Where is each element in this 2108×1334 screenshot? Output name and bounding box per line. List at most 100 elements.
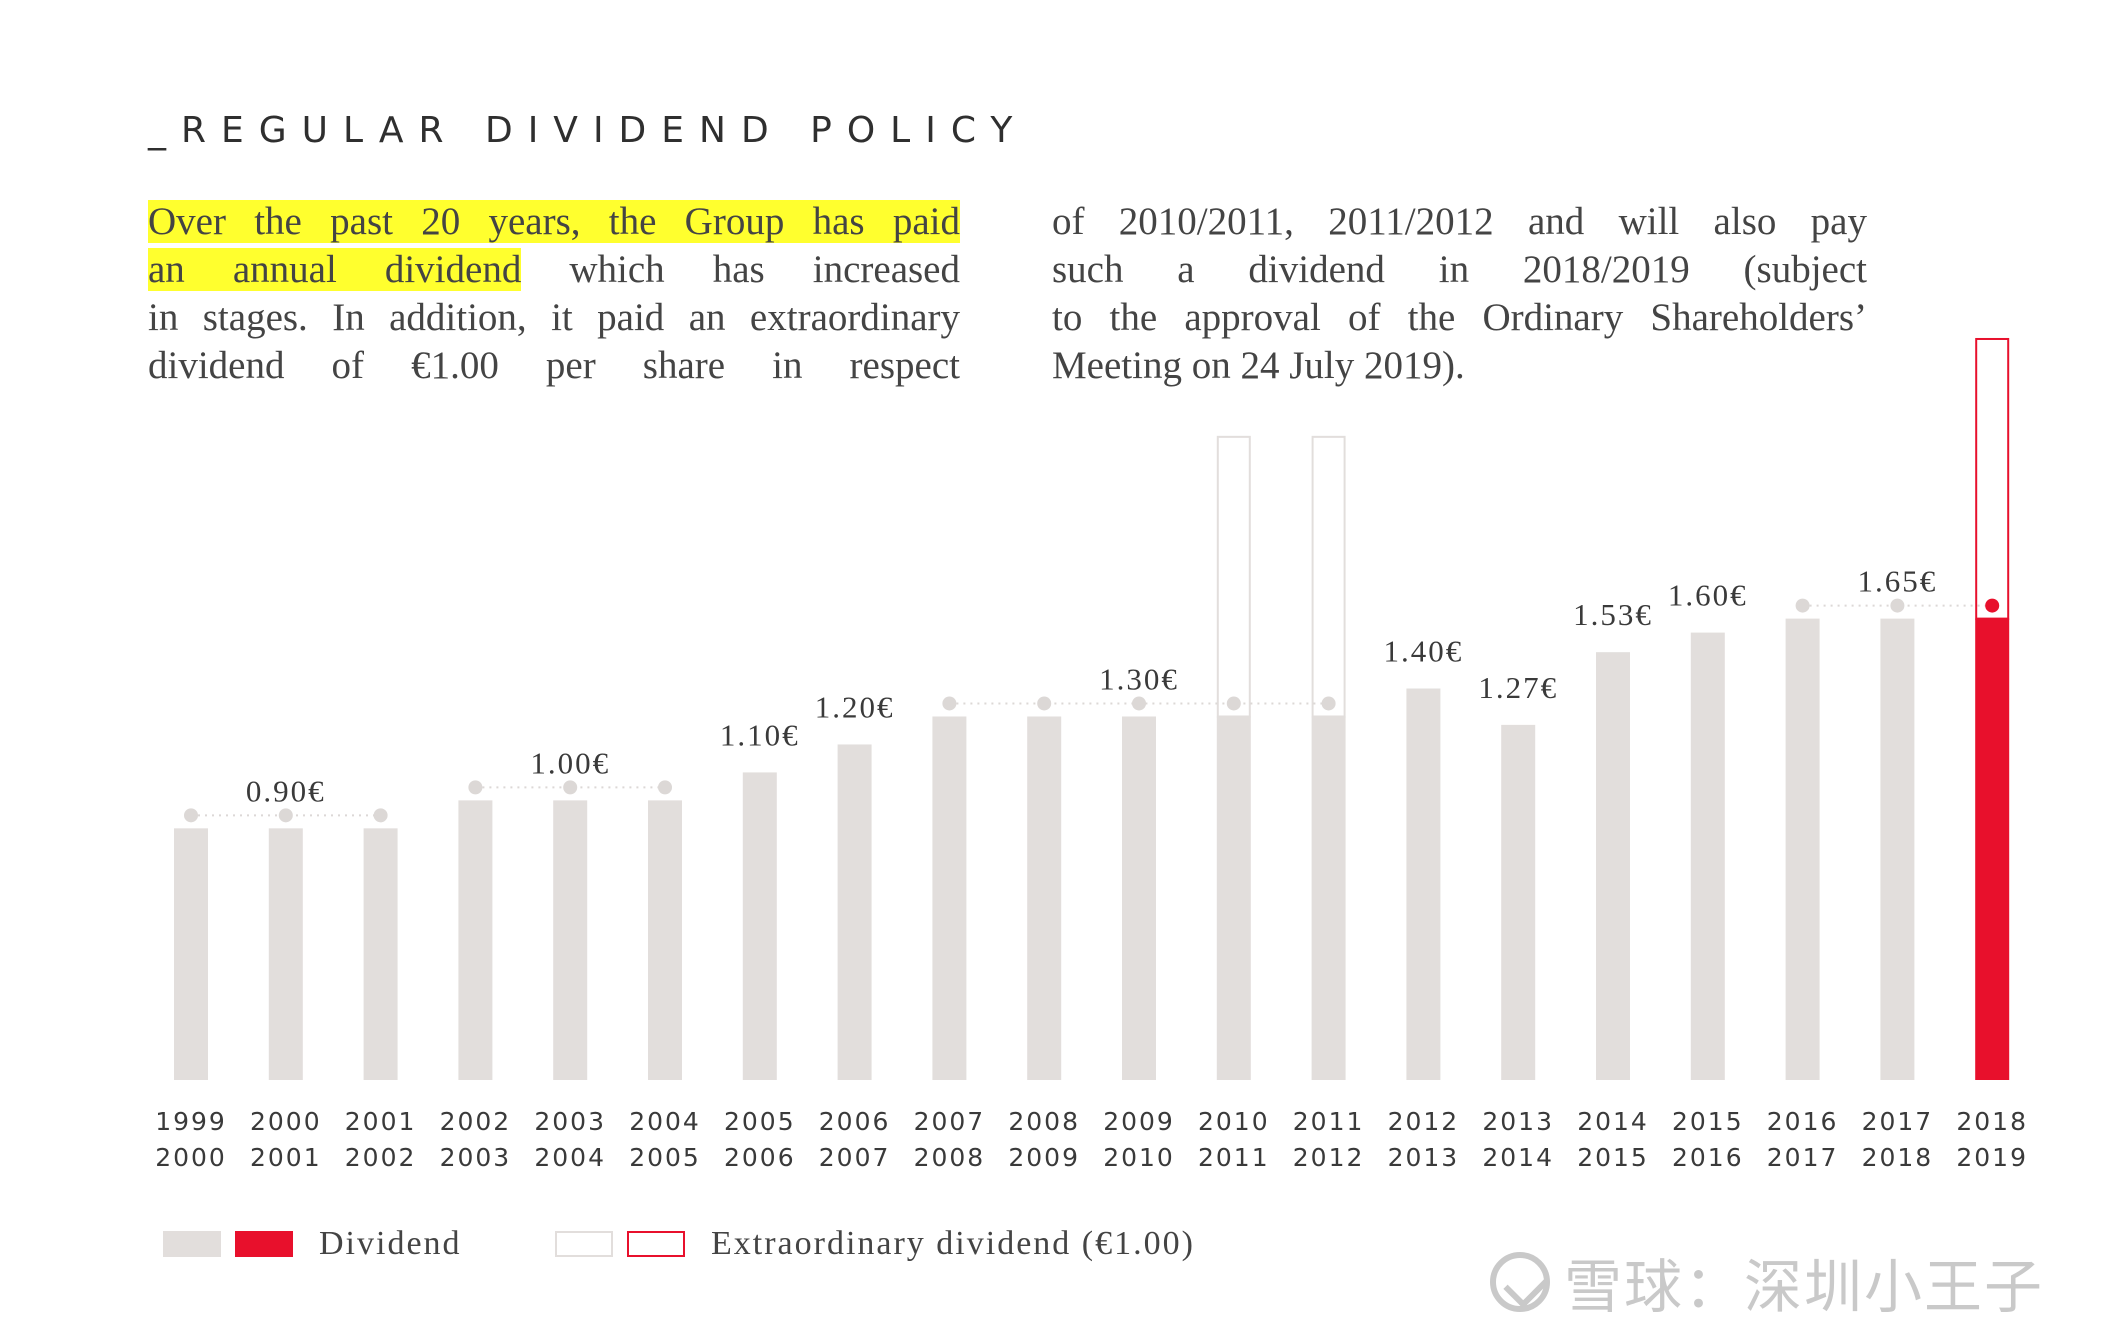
value-label-0: 0.90€	[246, 773, 326, 808]
tick-label-2011-2012-1: 2011	[1293, 1107, 1365, 1136]
tick-label-2007-2008-1: 2007	[914, 1107, 986, 1136]
legend-swatch-outline-red	[627, 1231, 685, 1257]
dividend-bar-2016-2017	[1785, 618, 1820, 1080]
legend-dividend: Dividend	[163, 1224, 462, 1264]
dividend-bar-1999-2000	[174, 828, 208, 1080]
tick-label-2007-2008-2: 2008	[914, 1143, 986, 1172]
tick-label-2012-2013-2: 2013	[1388, 1143, 1460, 1172]
intro-line-3: in stages. In addition, it paid an extra…	[148, 296, 960, 339]
tick-label-2015-2016-2: 2016	[1672, 1143, 1744, 1172]
tick-label-2016-2017-2: 2017	[1767, 1143, 1839, 1172]
dividend-bar-2015-2016	[1690, 632, 1725, 1080]
tick-label-2003-2004-2: 2004	[534, 1143, 606, 1172]
dividend-bar-2013-2014	[1501, 724, 1536, 1080]
value-dot-2000-2001	[278, 808, 293, 823]
value-label-3: 1.20€	[815, 689, 895, 724]
dividend-bar-2005-2006	[742, 772, 777, 1080]
value-label-7: 1.53€	[1573, 597, 1653, 632]
tick-label-2018-2019-2: 2019	[1956, 1143, 2028, 1172]
value-label-1: 1.00€	[530, 745, 610, 780]
dividend-bar-2001-2002	[363, 828, 398, 1080]
tick-label-2000-2001-2: 2001	[250, 1143, 322, 1172]
value-dot-2008-2009	[1037, 696, 1052, 711]
value-label-9: 1.65€	[1858, 564, 1938, 599]
dividend-bar-2004-2005	[648, 800, 682, 1080]
tick-label-2005-2006-1: 2005	[724, 1107, 796, 1136]
tick-label-2005-2006-2: 2006	[724, 1143, 796, 1172]
dividend-bar-2012-2013	[1406, 688, 1441, 1080]
tick-label-2004-2005-1: 2004	[629, 1107, 701, 1136]
dividend-bar-2006-2007	[837, 744, 872, 1080]
dividend-bar-2008-2009	[1027, 716, 1062, 1080]
value-label-8: 1.60€	[1668, 578, 1748, 613]
legend-swatch-grey	[163, 1231, 221, 1257]
tick-label-2017-2018-1: 2017	[1862, 1107, 1934, 1136]
intro-line-4: dividend of €1.00 per share in respect	[148, 344, 960, 387]
tick-label-2008-2009-1: 2008	[1008, 1107, 1080, 1136]
value-label-2: 1.10€	[720, 717, 800, 752]
tick-label-2001-2002-1: 2001	[345, 1107, 417, 1136]
tick-label-2009-2010-1: 2009	[1103, 1107, 1175, 1136]
legend-extraordinary-label: Extraordinary dividend (€1.00)	[711, 1225, 1195, 1262]
intro-right-line-3: to the approval of the Ordinary Sharehol…	[1052, 296, 1867, 339]
legend-swatch-outline-grey	[555, 1231, 613, 1257]
tick-label-2001-2002-2: 2002	[345, 1143, 417, 1172]
tick-label-2013-2014-1: 2013	[1482, 1107, 1554, 1136]
tick-label-2014-2015-1: 2014	[1577, 1107, 1649, 1136]
intro-right-line-4: Meeting on 24 July 2019).	[1052, 344, 1465, 387]
tick-label-2000-2001-1: 2000	[250, 1107, 322, 1136]
dividend-bar-2014-2015	[1596, 652, 1630, 1080]
dividend-bar-2010-2011	[1216, 716, 1251, 1080]
tick-label-2002-2003-1: 2002	[440, 1107, 512, 1136]
tick-label-2012-2013-1: 2012	[1388, 1107, 1460, 1136]
tick-label-2014-2015-2: 2015	[1577, 1143, 1649, 1172]
intro-left: Over the past 20 years, the Group has pa…	[148, 198, 960, 390]
tick-label-2016-2017-1: 2016	[1767, 1107, 1839, 1136]
intro-right-line-1: of 2010/2011, 2011/2012 and will also pa…	[1052, 200, 1867, 243]
intro-line-1: Over the past 20 years, the Group has pa…	[148, 200, 960, 243]
intro-line-2: an annual dividend which has increased	[148, 248, 960, 291]
intro-right: of 2010/2011, 2011/2012 and will also pa…	[1052, 198, 1867, 390]
tick-label-2011-2012-2: 2012	[1293, 1143, 1365, 1172]
value-dot-2009-2010	[1132, 696, 1146, 711]
value-label-5: 1.40€	[1384, 634, 1464, 669]
value-dot-2004-2005	[658, 780, 672, 795]
tick-label-2006-2007-1: 2006	[819, 1107, 891, 1136]
value-dot-2017-2018	[1890, 598, 1905, 613]
page-title: _REGULAR DIVIDEND POLICY	[148, 110, 1028, 151]
value-label-4: 1.30€	[1099, 661, 1179, 696]
tick-label-2006-2007-2: 2007	[819, 1143, 891, 1172]
tick-label-2002-2003-2: 2003	[440, 1143, 512, 1172]
legend-dividend-label: Dividend	[319, 1225, 462, 1262]
value-dot-2003-2004	[563, 780, 578, 795]
tick-label-1999-2000-1: 1999	[155, 1107, 227, 1136]
dividend-bar-2002-2003	[458, 800, 493, 1080]
tick-label-2015-2016-1: 2015	[1672, 1107, 1744, 1136]
dividend-bar-2000-2001	[268, 828, 303, 1080]
tick-label-2009-2010-2: 2010	[1103, 1143, 1175, 1172]
value-dot-2010-2011	[1226, 696, 1241, 711]
tick-label-2010-2011-1: 2010	[1198, 1107, 1270, 1136]
value-dot-2001-2002	[373, 808, 388, 823]
tick-label-2003-2004-1: 2003	[534, 1107, 606, 1136]
value-dot-2007-2008	[942, 696, 957, 711]
tick-label-2004-2005-2: 2005	[629, 1143, 701, 1172]
value-dot-2016-2017	[1795, 598, 1810, 613]
extraordinary-bar-2018-2019	[1975, 337, 2010, 620]
extraordinary-bar-2010-2011	[1216, 435, 1251, 718]
legend-extraordinary: Extraordinary dividend (€1.00)	[555, 1224, 1195, 1264]
legend-swatch-red	[235, 1231, 293, 1257]
tick-label-2017-2018-2: 2018	[1862, 1143, 1934, 1172]
tick-label-2018-2019-1: 2018	[1956, 1107, 2028, 1136]
dividend-bar-2007-2008	[932, 716, 967, 1080]
dividend-bar-2009-2010	[1122, 716, 1156, 1080]
watermark-text: 雪球：深圳小王子	[1564, 1253, 2045, 1321]
value-dot-2018-2019	[1985, 598, 2000, 613]
extraordinary-bar-2011-2012	[1311, 435, 1346, 718]
value-label-6: 1.27€	[1478, 670, 1558, 705]
value-dot-2002-2003	[468, 780, 483, 795]
value-dot-1999-2000	[184, 808, 198, 823]
intro-right-line-2: such a dividend in 2018/2019 (subject	[1052, 248, 1867, 291]
dividend-bar-2018-2019	[1975, 618, 2010, 1080]
